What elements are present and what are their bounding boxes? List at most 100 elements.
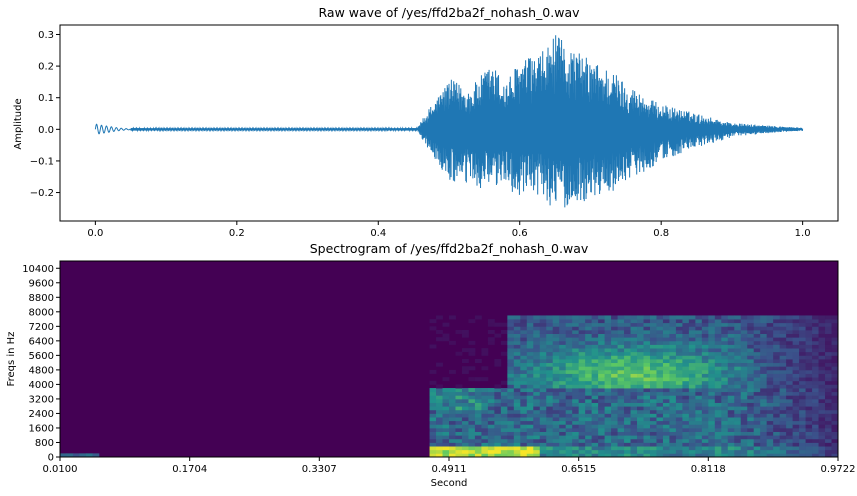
spectrogram-cell bbox=[799, 413, 806, 418]
spectrogram-cell bbox=[552, 351, 560, 356]
spectrogram-cell bbox=[825, 340, 832, 345]
spectrogram-cell bbox=[494, 409, 502, 414]
spectrogram-cell bbox=[701, 438, 709, 443]
spectrogram-cell bbox=[708, 398, 716, 403]
spectrogram-cell bbox=[753, 369, 761, 374]
spectrogram-cell bbox=[675, 351, 683, 356]
spectrogram-cell bbox=[507, 380, 515, 385]
spectrogram-cell bbox=[429, 424, 437, 429]
spectrogram-cell bbox=[436, 449, 443, 454]
spectrogram-cell bbox=[753, 355, 761, 360]
spectrogram-cell bbox=[708, 344, 716, 349]
spectrogram-cell bbox=[624, 449, 631, 454]
spectrogram-cell bbox=[611, 438, 618, 443]
spectrogram-cell bbox=[578, 398, 586, 403]
spectrogram-cell bbox=[637, 322, 644, 327]
spectrogram-cell bbox=[455, 453, 463, 458]
spectrogram-cell bbox=[682, 435, 690, 440]
raw-wave-chart: Raw wave of /yes/ffd2ba2f_nohash_0.wav A… bbox=[13, 5, 839, 239]
spectrogram-cell bbox=[526, 446, 534, 451]
spectrogram-cell bbox=[721, 449, 729, 454]
spectrogram-cell bbox=[546, 359, 554, 364]
spectrogram-cell bbox=[695, 427, 703, 432]
spectrogram-cell bbox=[630, 315, 638, 320]
spectrogram-cell bbox=[526, 380, 534, 385]
spectrogram-cell bbox=[598, 369, 605, 374]
spectrogram-cell bbox=[578, 402, 586, 407]
spectrogram-cell bbox=[812, 351, 819, 356]
spectrogram-cell bbox=[500, 406, 508, 411]
spectrogram-cell bbox=[546, 380, 554, 385]
spectrogram-cell bbox=[474, 427, 482, 432]
spectrogram-cell bbox=[591, 373, 599, 378]
spectrogram-cell bbox=[507, 409, 515, 414]
spectrogram-cell bbox=[799, 373, 806, 378]
spectrogram-cell bbox=[760, 438, 768, 443]
spectrogram-cell bbox=[786, 391, 794, 396]
spectrogram-cell bbox=[539, 366, 547, 371]
spectrogram-cell bbox=[818, 388, 826, 393]
spectrogram-cell bbox=[669, 373, 677, 378]
spectrogram-cell bbox=[481, 417, 489, 422]
spectrogram-cell bbox=[539, 424, 547, 429]
spectrogram-cell bbox=[818, 366, 826, 371]
spectrogram-cell bbox=[786, 355, 794, 360]
spectrogram-cell bbox=[799, 388, 806, 393]
spectrogram-cell bbox=[799, 438, 806, 443]
spectrogram-cell bbox=[682, 402, 690, 407]
spectrogram-cell bbox=[455, 384, 463, 389]
spectrogram-cell bbox=[449, 395, 456, 400]
spectrogram-cell bbox=[546, 449, 554, 454]
spectrogram-cell bbox=[818, 344, 826, 349]
spectrogram-cell bbox=[669, 337, 677, 342]
spectrogram-cell bbox=[585, 369, 593, 374]
spectrogram-cell bbox=[812, 366, 819, 371]
spectrogram-cell bbox=[688, 369, 696, 374]
spectrogram-cell bbox=[637, 326, 644, 331]
spectrogram-cell bbox=[799, 380, 806, 385]
spectrogram-cell bbox=[766, 406, 774, 411]
spectrogram-cell bbox=[461, 438, 469, 443]
spectrogram-cell bbox=[727, 438, 735, 443]
spectrogram-cell bbox=[481, 406, 489, 411]
spectrogram-cell bbox=[487, 395, 495, 400]
spectrogram-cell bbox=[760, 326, 768, 331]
spectrogram-cell bbox=[656, 395, 664, 400]
spectrogram-cell bbox=[669, 427, 677, 432]
spectrogram-cell bbox=[436, 337, 443, 342]
spectrogram-cell bbox=[682, 369, 690, 374]
spectrogram-cell bbox=[753, 388, 761, 393]
spectrogram-cell bbox=[617, 442, 625, 447]
spectrogram-cell bbox=[753, 446, 761, 451]
spectrogram-cell bbox=[799, 446, 806, 451]
spectrogram-cell bbox=[773, 435, 781, 440]
spectrogram-cell bbox=[701, 442, 709, 447]
spectrogram-cell bbox=[500, 413, 508, 418]
spectrogram-cell bbox=[727, 446, 735, 451]
spectrogram-cell bbox=[760, 417, 768, 422]
spectrogram-cell bbox=[799, 431, 806, 436]
spectrogram-cell bbox=[572, 398, 580, 403]
spectrogram-cell bbox=[799, 395, 806, 400]
spectrogram-cell bbox=[701, 355, 709, 360]
spectrogram-cell bbox=[539, 446, 547, 451]
spectrogram-cell bbox=[675, 435, 683, 440]
spectrogram-cell bbox=[727, 373, 735, 378]
spectrogram-cell bbox=[773, 337, 781, 342]
spectrogram-cell bbox=[792, 315, 800, 320]
spectrogram-cell bbox=[695, 362, 703, 367]
spectrogram-cell bbox=[565, 431, 573, 436]
spectrogram-cell bbox=[662, 391, 670, 396]
spectrogram-cell bbox=[474, 446, 482, 451]
spectrogram-cell bbox=[786, 322, 794, 327]
spectrogram-cell bbox=[675, 329, 683, 334]
spectrogram-cell bbox=[792, 322, 800, 327]
spectrogram-cell bbox=[786, 398, 794, 403]
spectrogram-cell bbox=[598, 373, 605, 378]
spectrogram-cell bbox=[688, 431, 696, 436]
wave-y-axis-label: Amplitude bbox=[13, 98, 24, 149]
spectrogram-cell bbox=[786, 373, 794, 378]
spectrogram-cell bbox=[637, 333, 644, 338]
spectrogram-cell bbox=[708, 369, 716, 374]
spectrogram-cell bbox=[786, 417, 794, 422]
